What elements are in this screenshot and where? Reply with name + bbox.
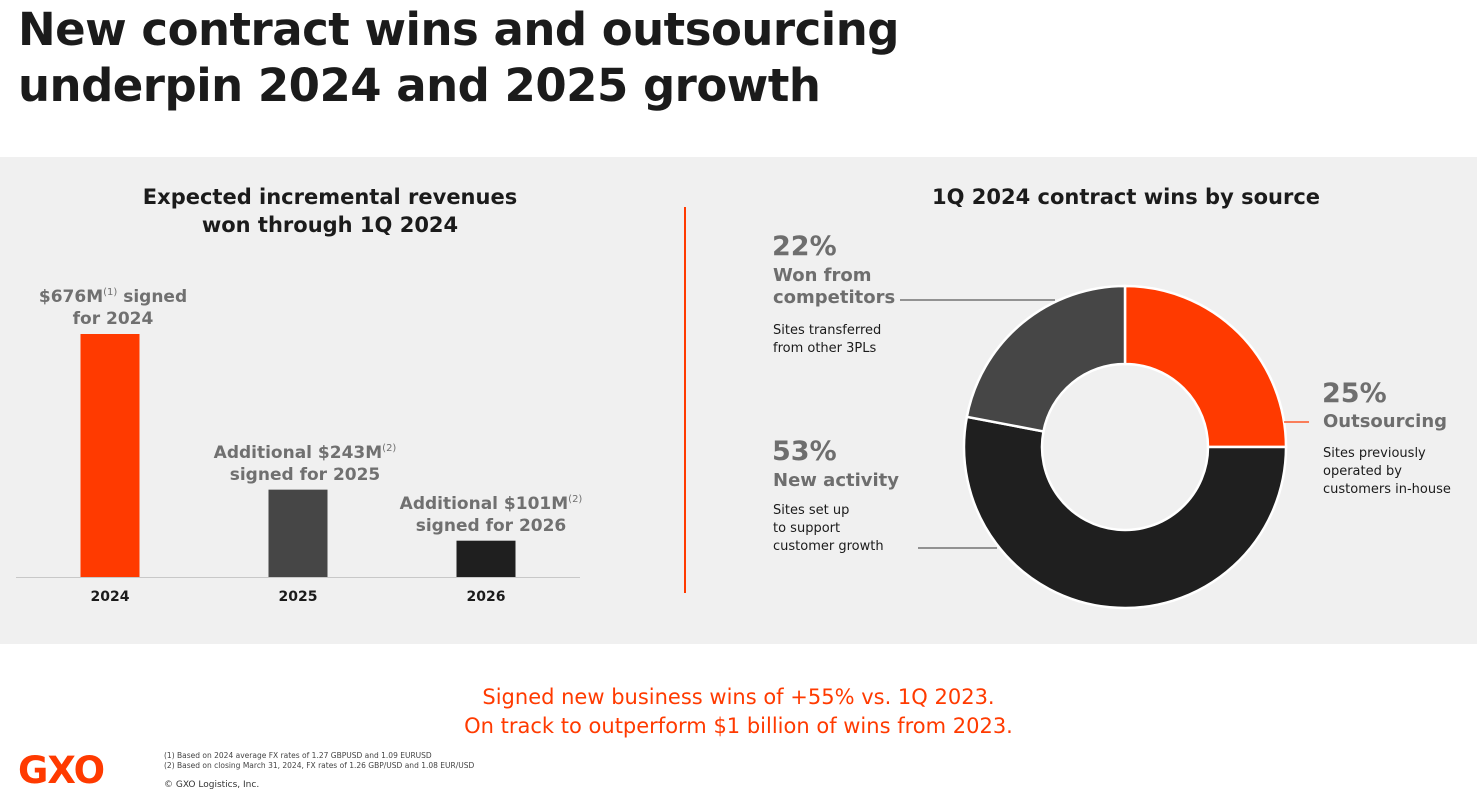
bar-2025 [268,489,328,577]
x-tick-2025: 2025 [278,589,318,605]
competitors-desc: Sites transferred from other 3PLs [773,322,881,358]
bar-2026 [456,540,516,577]
bar-chart-title: Expected incremental revenues won throug… [80,183,580,239]
bar-label-2025: Additional $243M(2) signed for 2025 [195,438,415,486]
bar-label-line-1: Additional $243M(2) [213,442,397,463]
competitors-name-line-1: Won from [773,265,872,286]
bar-chart-title-line-2: won through 1Q 2024 [201,213,459,237]
donut-chart [900,284,1309,610]
footnote-marker: (2) [382,442,397,454]
outsourcing-desc-line-1: Sites previously [1323,446,1426,461]
tagline: Signed new business wins of +55% vs. 1Q … [0,683,1477,741]
new-activity-desc-line-2: to support [773,521,841,536]
panel-divider [684,207,686,593]
tagline-line-1: Signed new business wins of +55% vs. 1Q … [482,685,995,709]
tagline-line-2: On track to outperform $1 billion of win… [464,714,1013,738]
donut-chart-title: 1Q 2024 contract wins by source [931,185,1321,209]
bar-chart-title-line-1: Expected incremental revenues [142,185,518,209]
chart-panel: Expected incremental revenues won throug… [0,157,1477,644]
footnote-1: (1) Based on 2024 average FX rates of 1.… [164,751,432,760]
gxo-logo: GXO [18,749,105,792]
footnotes: (1) Based on 2024 average FX rates of 1.… [164,751,474,771]
bar-label-2026: Additional $101M(2) signed for 2026 [381,489,601,537]
competitors-name-line-2: competitors [773,287,896,308]
x-tick-2024: 2024 [90,589,130,605]
footnote-marker: (1) [103,287,118,298]
competitors-desc-line-1: Sites transferred [773,323,882,338]
outsourcing-desc: Sites previously operated by customers i… [1323,445,1451,499]
footnote-2: (2) Based on closing March 31, 2024, FX … [164,761,475,770]
new-activity-pct: 53% [772,436,837,467]
bar-chart [16,334,580,578]
bar-label-line-2: for 2024 [72,309,154,329]
donut-slice-new_activity [962,415,1288,610]
donut-slice-outsourcing [1123,284,1288,449]
slide-title-line-1: New contract wins and outsourcing [18,3,899,56]
competitors-desc-line-2: from other 3PLs [773,341,877,356]
new-activity-desc-line-3: customer growth [773,539,884,554]
footnote-marker: (2) [568,493,583,505]
bar-label-line-1: Additional $101M(2) [399,493,583,514]
bar-label-2024: $676M(1) signed for 2024 [3,282,223,330]
new-activity-name: New activity [773,470,899,492]
new-activity-desc-line-1: Sites set up [773,503,850,518]
new-activity-name-line-1: New activity [773,470,899,491]
donut-slice-competitors [965,284,1127,433]
bar-label-line-2: signed for 2025 [229,464,381,485]
bar-label-line-2: signed for 2026 [415,515,567,536]
bar-2024 [80,334,140,577]
outsourcing-desc-line-2: operated by [1323,464,1402,479]
copyright: © GXO Logistics, Inc. [164,780,260,790]
competitors-pct: 22% [772,231,837,262]
outsourcing-pct: 25% [1322,378,1387,409]
slide-title: New contract wins and outsourcing underp… [18,2,1018,114]
outsourcing-name: Outsourcing [1323,411,1447,433]
competitors-name: Won from competitors [773,265,895,309]
outsourcing-desc-line-3: customers in-house [1323,482,1451,497]
outsourcing-name-line-1: Outsourcing [1323,411,1448,432]
new-activity-desc: Sites set up to support customer growth [773,502,884,556]
slide-title-line-2: underpin 2024 and 2025 growth [18,59,821,112]
x-tick-2026: 2026 [466,589,506,605]
bar-label-line-1: $676M(1) signed [38,287,188,307]
